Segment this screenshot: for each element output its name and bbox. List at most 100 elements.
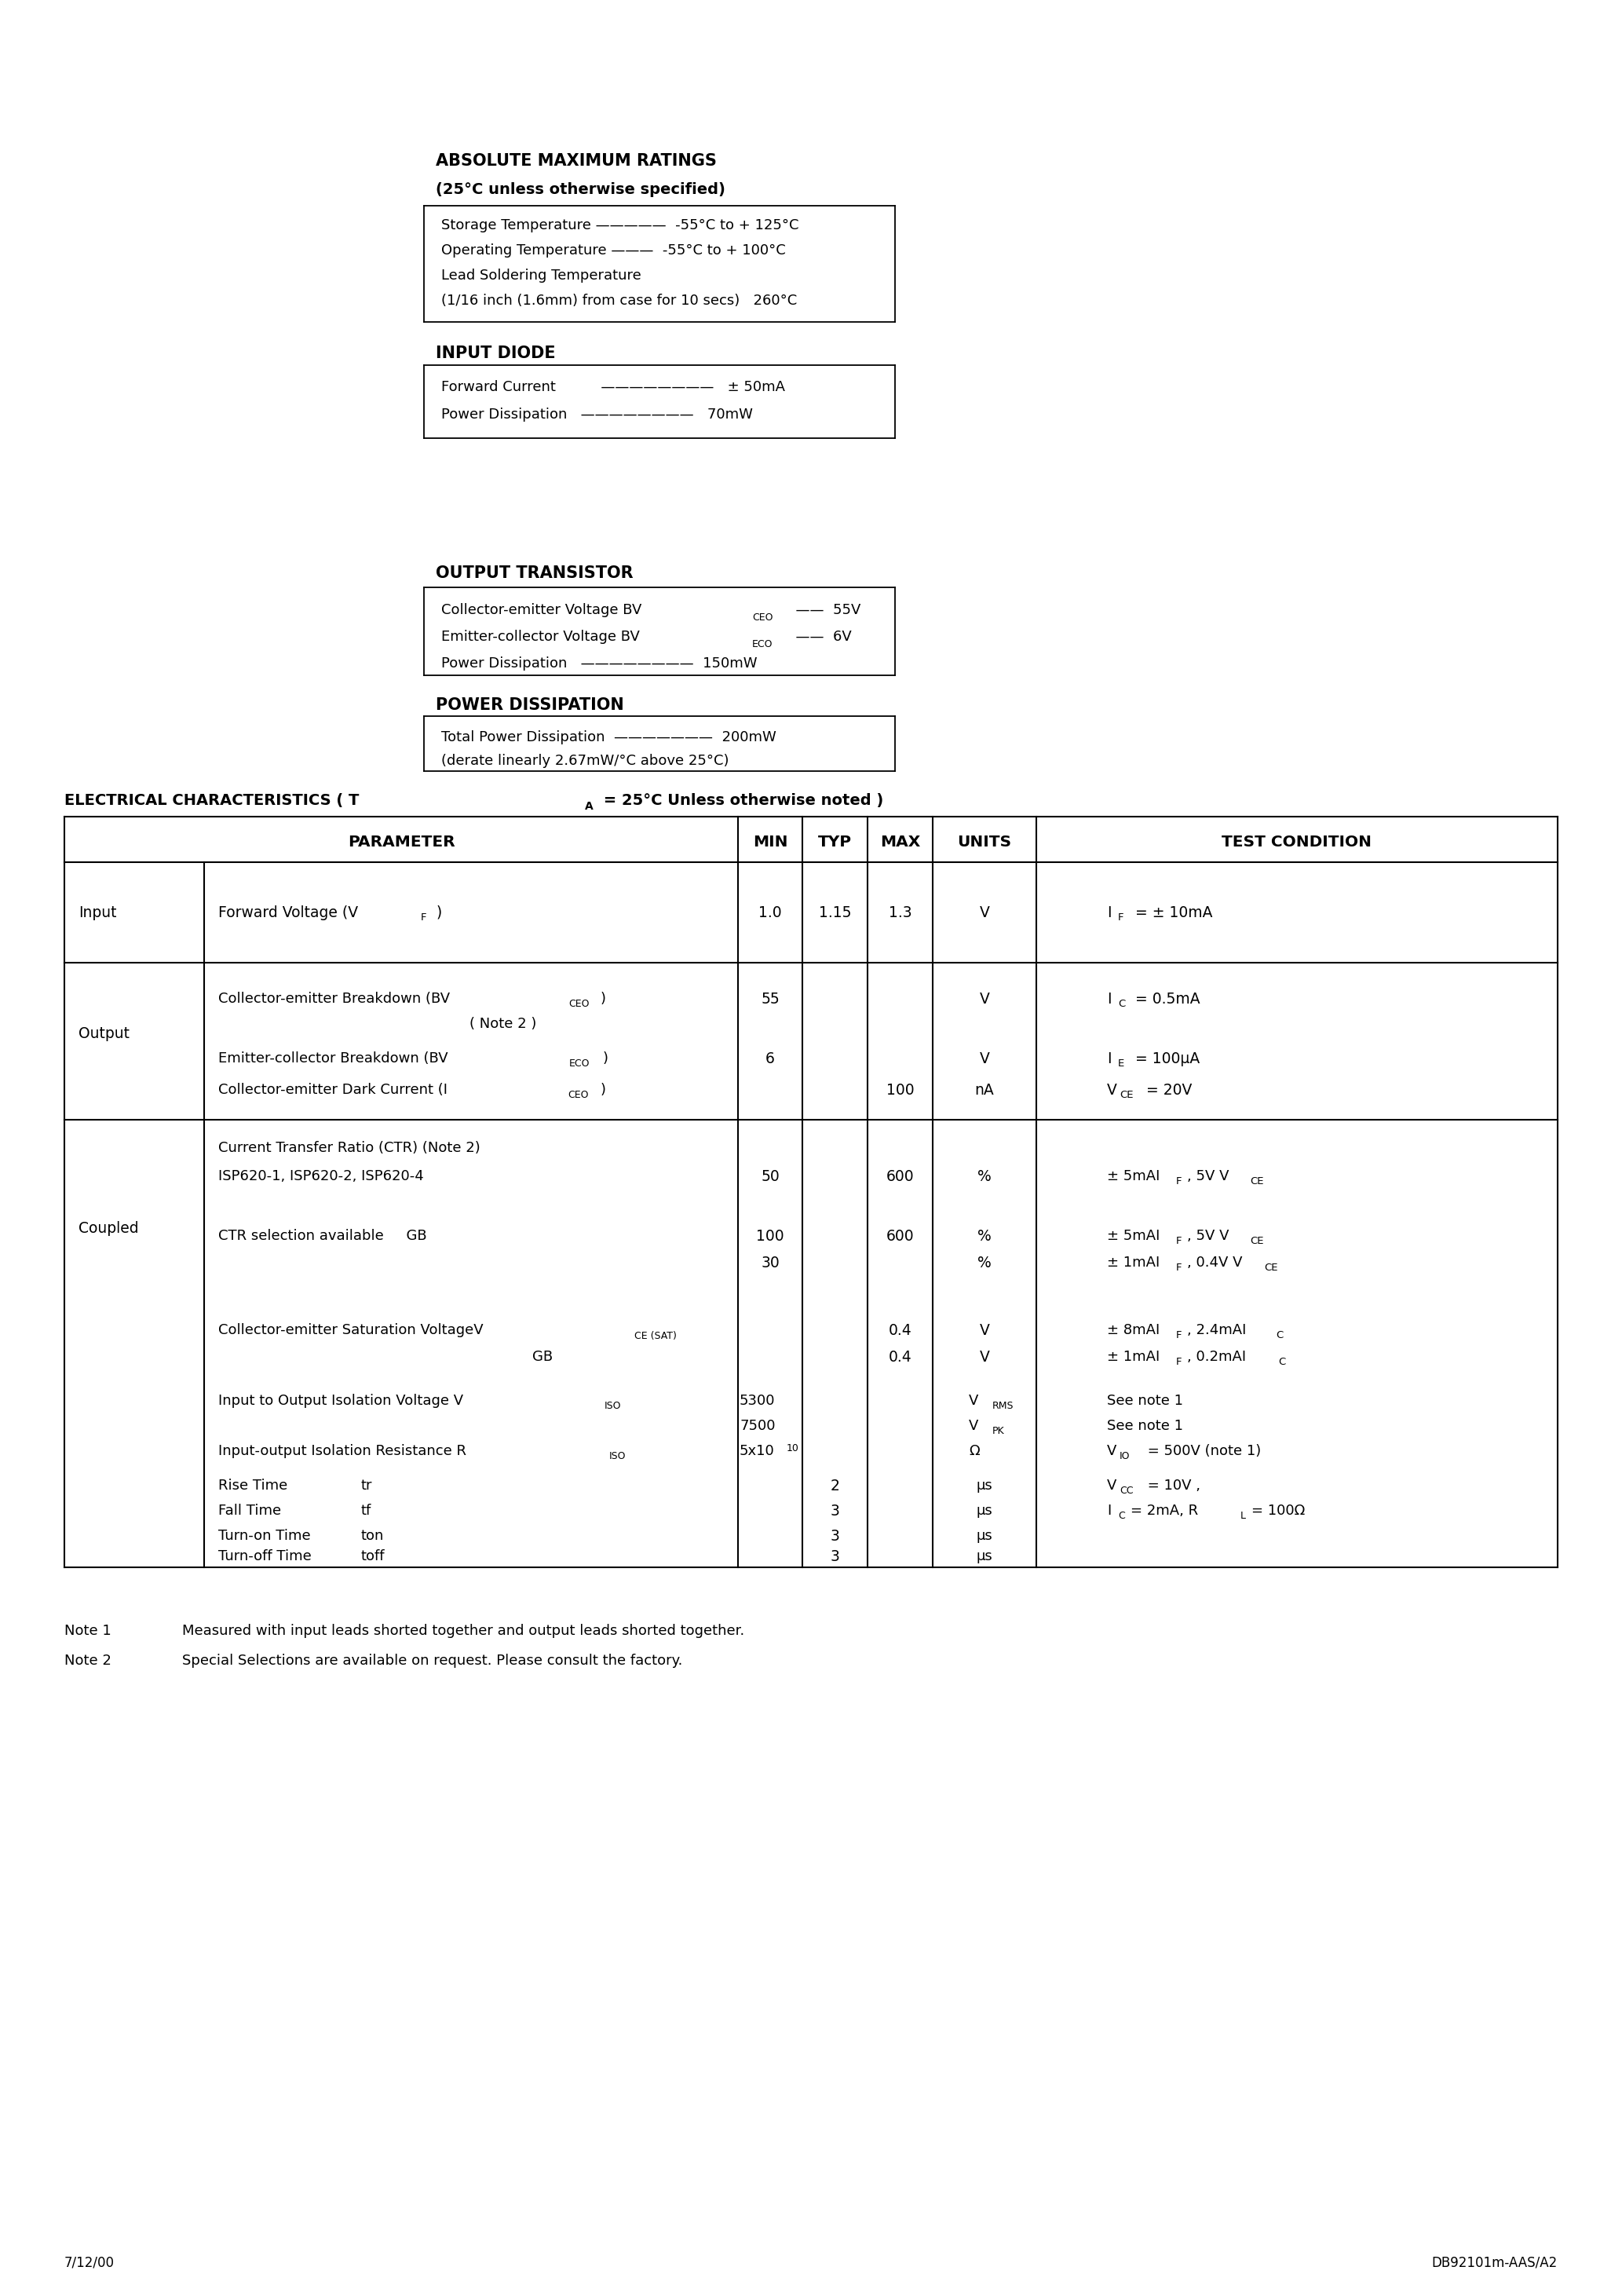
Text: (25°C unless otherwise specified): (25°C unless otherwise specified) [436,181,725,197]
Text: = 20V: = 20V [1142,1081,1192,1097]
Text: Measured with input leads shorted together and output leads shorted together.: Measured with input leads shorted togeth… [182,1623,744,1637]
Text: ± 5mAI: ± 5mAI [1106,1169,1160,1182]
Text: μs: μs [976,1529,993,1543]
Text: Total Power Dissipation  ———————  200mW: Total Power Dissipation ——————— 200mW [441,730,777,744]
Text: ): ) [600,992,607,1006]
Text: Collector-emitter Saturation VoltageV: Collector-emitter Saturation VoltageV [219,1322,483,1336]
Text: Storage Temperature —————  -55°C to + 125°C: Storage Temperature ————— -55°C to + 125… [441,218,798,232]
Text: toff: toff [362,1550,384,1564]
Text: ): ) [436,905,443,921]
Text: %: % [978,1169,991,1185]
Text: ——  55V: —— 55V [787,604,861,618]
Text: F: F [1176,1235,1182,1247]
Text: ± 1mAI: ± 1mAI [1106,1256,1160,1270]
Text: Forward Voltage (V: Forward Voltage (V [219,905,358,921]
Text: = 10V ,: = 10V , [1144,1479,1200,1492]
Text: CE: CE [1264,1263,1278,1274]
Text: CEO: CEO [568,1091,589,1100]
Text: CEO: CEO [753,613,774,622]
Text: = 100Ω: = 100Ω [1252,1504,1306,1518]
Text: 5300: 5300 [740,1394,775,1407]
Text: CC: CC [1119,1486,1134,1497]
Text: See note 1: See note 1 [1106,1419,1182,1433]
Text: Note 2: Note 2 [65,1653,112,1667]
Text: CTR selection available     GB: CTR selection available GB [219,1228,427,1242]
Text: Fall Time: Fall Time [219,1504,281,1518]
Text: Input to Output Isolation Voltage V: Input to Output Isolation Voltage V [219,1394,464,1407]
Text: 0.4: 0.4 [889,1350,912,1364]
Text: V: V [980,1350,989,1364]
Text: CE: CE [1119,1091,1134,1100]
Text: Input-output Isolation Resistance R: Input-output Isolation Resistance R [219,1444,467,1458]
Text: Collector-emitter Breakdown (BV: Collector-emitter Breakdown (BV [219,992,449,1006]
Text: V: V [1106,1479,1116,1492]
Text: I: I [1106,1052,1111,1065]
Text: UNITS: UNITS [957,836,1012,850]
Text: Rise Time: Rise Time [219,1479,287,1492]
Text: F: F [1176,1332,1182,1341]
Text: MIN: MIN [753,836,788,850]
Text: μs: μs [976,1550,993,1564]
Text: TEST CONDITION: TEST CONDITION [1221,836,1372,850]
Text: Special Selections are available on request. Please consult the factory.: Special Selections are available on requ… [182,1653,683,1667]
Text: C: C [1118,999,1126,1010]
Text: ——  6V: —— 6V [787,629,852,643]
Text: 55: 55 [761,992,780,1006]
Text: ISP620-1, ISP620-2, ISP620-4: ISP620-1, ISP620-2, ISP620-4 [219,1169,423,1182]
Text: ton: ton [362,1529,384,1543]
Text: CE (SAT): CE (SAT) [634,1332,676,1341]
Text: Turn-off Time: Turn-off Time [219,1550,311,1564]
Text: 600: 600 [886,1169,915,1185]
Text: Coupled: Coupled [78,1221,138,1235]
Text: POWER DISSIPATION: POWER DISSIPATION [436,698,624,714]
Text: RMS: RMS [993,1401,1014,1412]
Text: F: F [1176,1357,1182,1368]
Text: ABSOLUTE MAXIMUM RATINGS: ABSOLUTE MAXIMUM RATINGS [436,154,717,170]
Text: , 2.4mAI: , 2.4mAI [1187,1322,1246,1336]
Text: ( Note 2 ): ( Note 2 ) [469,1017,537,1031]
Text: Turn-on Time: Turn-on Time [219,1529,310,1543]
Text: Output: Output [78,1026,130,1040]
Text: = 25°C Unless otherwise noted ): = 25°C Unless otherwise noted ) [599,792,884,808]
Text: Input: Input [78,905,117,921]
Text: V: V [980,905,989,921]
Text: ): ) [603,1052,608,1065]
Text: C: C [1277,1332,1283,1341]
Text: INPUT DIODE: INPUT DIODE [436,344,556,360]
Text: nA: nA [975,1081,994,1097]
Text: Emitter-collector Breakdown (BV: Emitter-collector Breakdown (BV [219,1052,448,1065]
Text: 1.3: 1.3 [889,905,912,921]
Text: Power Dissipation   ————————   70mW: Power Dissipation ———————— 70mW [441,406,753,422]
Text: 7500: 7500 [740,1419,775,1433]
Text: tf: tf [362,1504,371,1518]
Text: I: I [1106,905,1111,921]
Text: A: A [586,801,594,813]
Text: F: F [420,914,427,923]
Text: 5x10: 5x10 [740,1444,775,1458]
Text: 10: 10 [787,1444,800,1453]
Text: Power Dissipation   ————————  150mW: Power Dissipation ———————— 150mW [441,657,757,670]
Text: V: V [980,1322,989,1339]
Text: 3: 3 [830,1529,840,1543]
Text: = 100μA: = 100μA [1131,1052,1200,1065]
Text: , 0.2mAI: , 0.2mAI [1187,1350,1246,1364]
Text: CE: CE [1251,1176,1264,1187]
Text: 100: 100 [756,1228,783,1244]
Text: C: C [1278,1357,1285,1368]
Text: = ± 10mA: = ± 10mA [1131,905,1213,921]
Text: = 0.5mA: = 0.5mA [1131,992,1200,1006]
Text: V: V [968,1419,978,1433]
Text: = 2mA, R: = 2mA, R [1131,1504,1199,1518]
Text: E: E [1118,1058,1124,1070]
Text: MAX: MAX [881,836,920,850]
Text: Note 1: Note 1 [65,1623,112,1637]
Text: OUTPUT TRANSISTOR: OUTPUT TRANSISTOR [436,565,633,581]
Text: Operating Temperature ———  -55°C to + 100°C: Operating Temperature ——— -55°C to + 100… [441,243,785,257]
Text: I: I [1106,1504,1111,1518]
Text: μs: μs [976,1504,993,1518]
Text: (1/16 inch (1.6mm) from case for 10 secs)   260°C: (1/16 inch (1.6mm) from case for 10 secs… [441,294,796,308]
Text: ISO: ISO [610,1451,626,1463]
Text: ISO: ISO [605,1401,621,1412]
Text: CEO: CEO [568,999,589,1010]
Text: 1.15: 1.15 [819,905,852,921]
